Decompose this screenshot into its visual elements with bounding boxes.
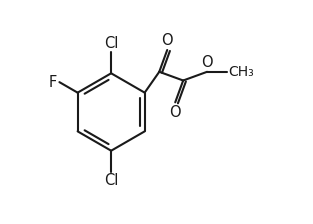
Text: O: O	[201, 55, 213, 70]
Text: O: O	[162, 33, 173, 48]
Text: CH₃: CH₃	[228, 65, 254, 79]
Text: Cl: Cl	[104, 174, 118, 189]
Text: F: F	[49, 75, 57, 90]
Text: Cl: Cl	[104, 35, 118, 50]
Text: O: O	[169, 105, 181, 120]
